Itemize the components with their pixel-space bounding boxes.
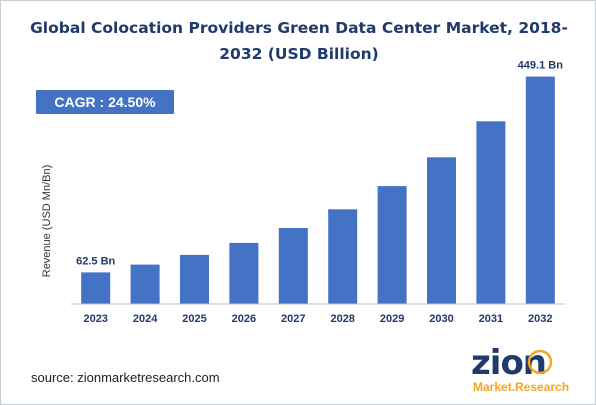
x-tick-label-2031: 2031 bbox=[479, 313, 503, 325]
bar-2031 bbox=[476, 121, 506, 304]
chart-title-line-2: 2032 (USD Billion) bbox=[219, 45, 379, 63]
logo-sub-text: Market.Research bbox=[473, 380, 569, 394]
bar-2032 bbox=[525, 76, 555, 304]
bar-2027 bbox=[278, 228, 308, 304]
bar-2026 bbox=[229, 242, 259, 304]
logo-ring-icon bbox=[527, 349, 553, 375]
cagr-badge: CAGR : 24.50% bbox=[36, 90, 174, 114]
x-tick-label-2029: 2029 bbox=[380, 313, 404, 325]
x-tick-label-2030: 2030 bbox=[429, 313, 453, 325]
bars bbox=[81, 76, 555, 304]
x-axis-ticks: 2023 2024 2025 2026 2027 2028 2029 2030 2031 2032 bbox=[83, 313, 552, 325]
chart-title-line-1: Global Colocation Providers Green Data C… bbox=[30, 19, 568, 37]
bar-2023 bbox=[81, 272, 111, 304]
chart-title: Global Colocation Providers Green Data C… bbox=[21, 15, 577, 67]
bar-2024 bbox=[130, 264, 160, 304]
zion-logo: zion Market.Research bbox=[471, 343, 569, 394]
x-tick-label-2028: 2028 bbox=[330, 313, 354, 325]
x-tick-label-2027: 2027 bbox=[281, 313, 305, 325]
data-label-2023: 62.5 Bn bbox=[76, 255, 115, 267]
bar-2030 bbox=[427, 157, 456, 304]
data-labels: 62.5 Bn 449.1 Bn bbox=[76, 60, 563, 268]
bar-2025 bbox=[180, 254, 209, 304]
y-axis-label: Revenue (USD Mn/Bn) bbox=[41, 165, 53, 278]
x-tick-label-2032: 2032 bbox=[528, 313, 552, 325]
source-text: source: zionmarketresearch.com bbox=[31, 370, 220, 385]
x-tick-label-2024: 2024 bbox=[133, 313, 158, 325]
logo-main-text: zion bbox=[471, 343, 546, 383]
bar-2028 bbox=[328, 209, 358, 304]
bar-2029 bbox=[377, 186, 407, 304]
x-tick-label-2025: 2025 bbox=[182, 313, 206, 325]
x-tick-label-2023: 2023 bbox=[83, 313, 107, 325]
x-tick-label-2026: 2026 bbox=[232, 313, 256, 325]
data-label-2032: 449.1 Bn bbox=[518, 60, 564, 72]
